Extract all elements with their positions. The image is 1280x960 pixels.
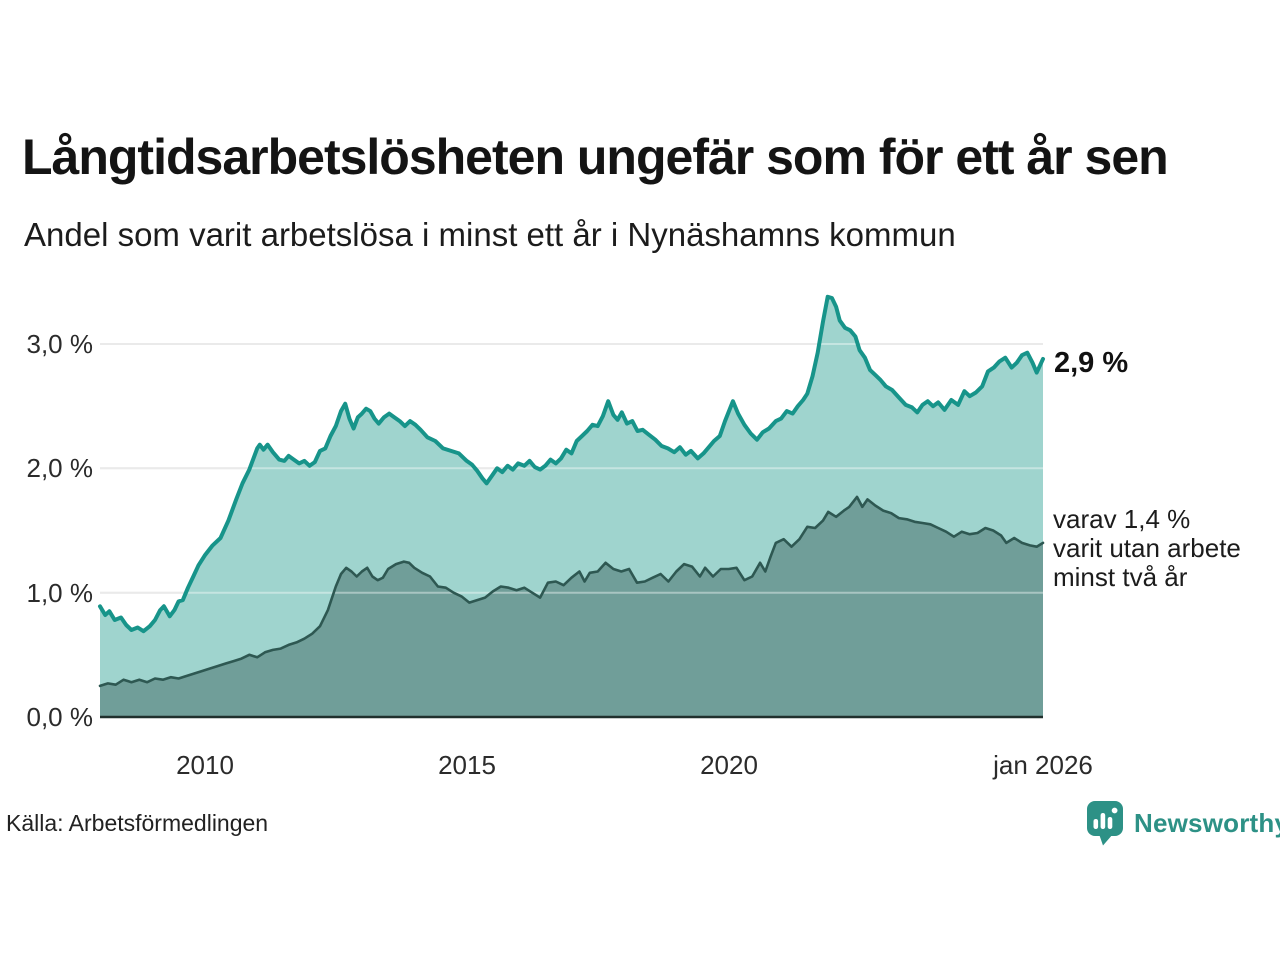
x-axis-label-2020: 2020 (700, 750, 758, 780)
newsworthy-brand: Newsworthy (1086, 800, 1280, 846)
series1-line (98, 294, 1045, 634)
y-axis-label-2: 2,0 % (26, 453, 94, 483)
x-axis-label-2010: 2010 (176, 750, 234, 780)
series2-line (98, 495, 1045, 688)
series2-area (100, 496, 1043, 717)
y-axis-label-0: 0,0 % (26, 702, 94, 732)
chart-subtitle: Andel som varit arbetslösa i minst ett å… (24, 216, 956, 253)
series2-annotation-line1: varav 1,4 % (1053, 504, 1191, 534)
x-axis-label-jan-2026: jan 2026 (993, 750, 1093, 780)
source-label: Källa: Arbetsförmedlingen (6, 810, 269, 836)
newsworthy-logo-icon (1087, 801, 1123, 846)
series2-annotation: varav 1,4 % varit utan arbete minst två … (1053, 505, 1241, 592)
series2-annotation-line3: minst två år (1053, 562, 1188, 592)
y-axis-label-3: 3,0 % (26, 329, 94, 359)
y-axis-label-1: 1,0 % (26, 578, 94, 608)
chart-title: Långtidsarbetslösheten ungefär som för e… (22, 129, 1169, 185)
x-axis-label-2015: 2015 (438, 750, 496, 780)
series2-annotation-line2: varit utan arbete (1053, 533, 1241, 563)
latest-value-label: 2,9 % (1054, 347, 1129, 379)
brand-name: Newsworthy (1134, 807, 1280, 838)
